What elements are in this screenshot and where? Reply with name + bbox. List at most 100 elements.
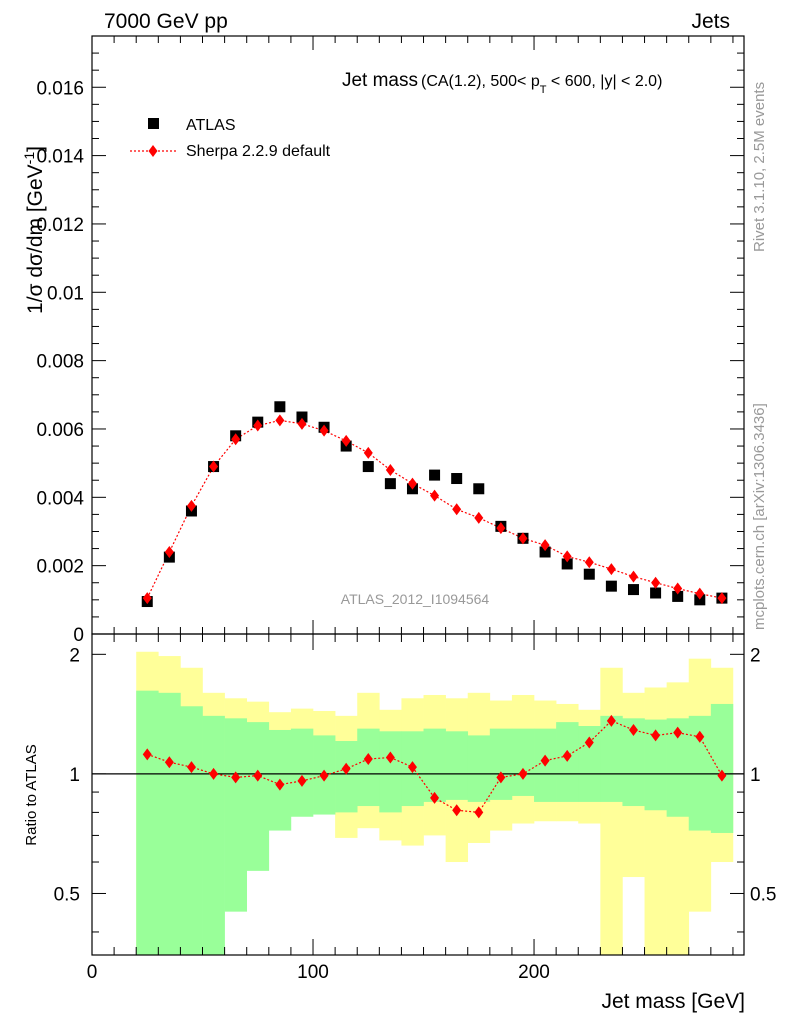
- mcplots-reference-label: mcplots.cern.ch [arXiv:1306.3436]: [751, 403, 768, 630]
- atlas-data-point: [451, 473, 463, 485]
- legend-item-atlas: ATLAS: [148, 117, 236, 134]
- ratio-band-stat: [600, 715, 623, 802]
- rivet-version-label: Rivet 3.1.10, 2.5M events: [751, 82, 768, 252]
- sherpa-data-point: [695, 587, 705, 600]
- ratio-plot-area: [92, 651, 744, 955]
- main-y-tick-label: 0.014: [36, 147, 84, 168]
- ratio-frame: [91, 633, 745, 956]
- ratio-sherpa-point: [562, 749, 572, 762]
- sherpa-data-point: [164, 545, 174, 558]
- ratio-sherpa-point: [253, 769, 263, 782]
- atlas-data-point: [274, 401, 286, 413]
- ratio-sherpa-point: [496, 771, 506, 784]
- sherpa-data-point: [253, 419, 263, 432]
- atlas-data-point: [583, 568, 595, 580]
- sherpa-data-point: [297, 417, 307, 430]
- sherpa-data-point: [341, 434, 351, 447]
- ratio-sherpa-point: [297, 774, 307, 787]
- ratio-y-tick-label-right: 1: [750, 765, 761, 786]
- analysis-watermark: ATLAS_2012_I1094564: [341, 591, 490, 607]
- sherpa-data-point: [430, 489, 440, 502]
- ratio-band-stat: [644, 719, 667, 811]
- header-jets-label: Jets: [691, 10, 730, 33]
- ratio-sherpa-point: [452, 804, 462, 817]
- ratio-band-stat: [511, 728, 535, 796]
- sherpa-data-point: [142, 592, 152, 605]
- sherpa-data-point: [209, 460, 219, 473]
- chart-title-cuts-sub: T: [540, 84, 547, 96]
- sherpa-data-point: [606, 563, 616, 576]
- ratio-panel: 0.5 0.5 1 1 2 2 0 100 200 Ratio to ATLAS Jet ma…: [23, 633, 776, 1013]
- atlas-data-point: [561, 558, 573, 570]
- atlas-data-point: [605, 580, 617, 592]
- ratio-sherpa-point: [584, 736, 594, 749]
- ratio-band-stat: [423, 728, 446, 802]
- sherpa-data-point: [584, 556, 594, 569]
- sherpa-data-point: [363, 446, 373, 459]
- ratio-sherpa-point: [651, 729, 661, 742]
- ratio-sherpa-point: [231, 771, 241, 784]
- atlas-data-point: [473, 483, 485, 495]
- ratio-sherpa-point: [319, 769, 329, 782]
- ratio-x-axis: 0 100 200: [87, 634, 734, 983]
- sherpa-data-point: [452, 503, 462, 516]
- atlas-data-point: [539, 546, 551, 558]
- main-y-axis-label-sup: -1: [21, 152, 37, 165]
- ratio-y-tick-label: 1: [69, 765, 80, 786]
- legend-atlas-marker: [148, 118, 159, 129]
- chart-title-cuts-main: (CA(1.2), 500< p: [421, 73, 540, 90]
- main-y-axis-label-close: ]: [24, 146, 47, 152]
- ratio-band-stat: [357, 728, 380, 807]
- ratio-sherpa-point: [673, 726, 683, 739]
- legend: ATLAS Sherpa 2.2.9 default: [130, 117, 331, 160]
- ratio-sherpa-point: [628, 723, 638, 736]
- ratio-sherpa-point: [385, 751, 395, 764]
- ratio-band-stat: [335, 741, 358, 813]
- ratio-band-stat: [688, 715, 712, 831]
- ratio-sherpa-point: [275, 778, 285, 791]
- ratio-sherpa-point: [164, 756, 174, 769]
- main-plot-area: [141, 401, 728, 608]
- sherpa-data-point: [474, 511, 484, 524]
- main-y-axis-label: 1/σ dσ/dm [GeV-1]: [21, 146, 47, 314]
- ratio-band-stat: [379, 731, 402, 813]
- sherpa-data-point: [562, 550, 572, 563]
- main-y-axis: 0 0.002 0.004 0.006 0.008 0.01 0.012 0.014 0.016: [36, 35, 744, 646]
- ratio-sherpa-point: [209, 767, 219, 780]
- sherpa-data-point: [319, 424, 329, 437]
- atlas-data-point: [672, 590, 684, 602]
- sherpa-data-point: [496, 522, 506, 535]
- ratio-y-axis-label: Ratio to ATLAS: [23, 744, 40, 845]
- ratio-band-stat: [445, 731, 469, 800]
- sherpa-data-point: [518, 532, 528, 545]
- atlas-data-point: [650, 587, 662, 599]
- ratio-band-stat-syst: [600, 667, 623, 955]
- atlas-data-point: [296, 411, 308, 423]
- main-y-tick-label: 0.006: [36, 420, 84, 441]
- sherpa-data-point: [540, 539, 550, 552]
- ratio-sherpa-point: [695, 730, 705, 743]
- ratio-band-stat: [622, 718, 645, 807]
- ratio-band-stat: [202, 715, 225, 955]
- ratio-y-tick-label-right: 0.5: [750, 884, 776, 905]
- ratio-sherpa-point: [474, 806, 484, 819]
- ratio-sherpa-point: [606, 714, 616, 727]
- main-y-tick-label: 0.002: [36, 557, 84, 578]
- ratio-band-stat: [180, 706, 203, 955]
- sherpa-data-point: [717, 592, 727, 605]
- sherpa-data-point: [407, 477, 417, 490]
- chart-title-cuts-tail: < 600, |y| < 2.0): [546, 73, 662, 90]
- ratio-sherpa-point: [363, 753, 373, 766]
- main-y-tick-label: 0.01: [47, 283, 84, 304]
- sherpa-data-point: [673, 582, 683, 595]
- sherpa-data-point: [275, 414, 285, 427]
- main-y-tick-label: 0.012: [36, 215, 84, 236]
- main-x-ticks: [91, 36, 734, 634]
- ratio-sherpa-point: [717, 769, 727, 782]
- x-tick-label: 100: [297, 962, 329, 983]
- ratio-y-tick-label: 2: [69, 645, 80, 666]
- x-tick-label: 200: [518, 962, 550, 983]
- atlas-data-point: [627, 584, 639, 596]
- ratio-band-stat: [136, 690, 159, 955]
